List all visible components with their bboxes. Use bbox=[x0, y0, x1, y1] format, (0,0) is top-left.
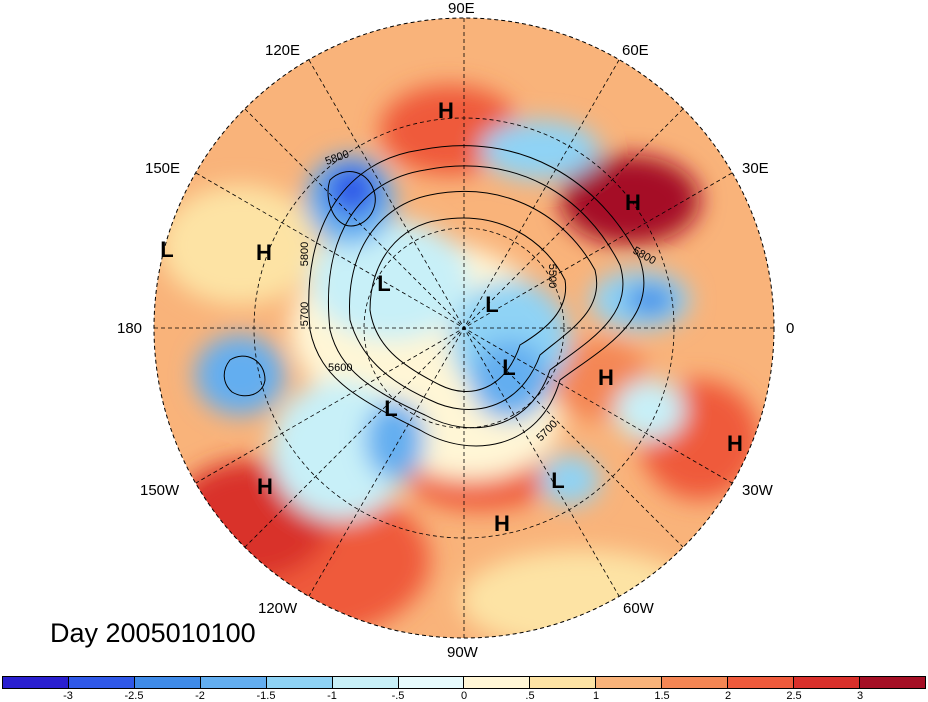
colorbar-tick-label: -3 bbox=[63, 690, 73, 702]
high-marker: H bbox=[598, 365, 614, 390]
colorbar-segment bbox=[398, 677, 465, 688]
high-marker: H bbox=[494, 511, 510, 536]
low-marker: L bbox=[551, 468, 565, 493]
high-marker: H bbox=[256, 240, 272, 265]
anomaly-field bbox=[154, 18, 774, 638]
colorbar-segment bbox=[134, 677, 201, 688]
colorbar-tick-label: -.5 bbox=[391, 690, 405, 702]
colorbar-tick-label: 0 bbox=[460, 690, 468, 702]
colorbar-segment bbox=[596, 677, 663, 688]
lon-label-60w: 60W bbox=[623, 600, 654, 617]
colorbar-tick-label: -1 bbox=[327, 690, 337, 702]
colorbar-segment bbox=[200, 677, 267, 688]
lon-label-120w: 120W bbox=[258, 600, 298, 617]
low-marker: L bbox=[377, 271, 391, 296]
lon-label-90w: 90W bbox=[447, 644, 478, 661]
lon-label-0: 0 bbox=[786, 320, 795, 337]
high-marker: H bbox=[438, 98, 454, 123]
contour-label: 5500 bbox=[546, 263, 559, 289]
lon-label-120e: 120E bbox=[265, 42, 301, 59]
colorbar-segment bbox=[3, 677, 69, 688]
colorbar-segment bbox=[530, 677, 597, 688]
colorbar-segment bbox=[68, 677, 135, 688]
colorbar bbox=[2, 676, 926, 689]
lon-label-30e: 30E bbox=[742, 160, 769, 177]
lon-label-90e: 90E bbox=[448, 0, 475, 17]
colorbar-tick-label: -2 bbox=[195, 690, 205, 702]
low-marker: L bbox=[160, 237, 174, 262]
high-marker: H bbox=[727, 431, 743, 456]
colorbar-segment bbox=[728, 677, 795, 688]
colorbar-segment bbox=[662, 677, 729, 688]
lon-label-150w: 150W bbox=[140, 482, 180, 499]
colorbar-tick-label: 3 bbox=[856, 690, 864, 702]
contour-label: 5600 bbox=[328, 362, 353, 374]
page-title: Day 2005010100 bbox=[50, 618, 256, 648]
lon-label-60e: 60E bbox=[622, 42, 649, 59]
colorbar-segment bbox=[859, 677, 925, 688]
low-marker: L bbox=[485, 292, 499, 317]
colorbar-tick-label: 1 bbox=[592, 690, 600, 702]
lon-label-180: 180 bbox=[117, 320, 143, 337]
low-marker: L bbox=[502, 355, 516, 380]
colorbar-segment bbox=[332, 677, 399, 688]
colorbar-segment bbox=[794, 677, 860, 688]
colorbar-tick-label: -2.5 bbox=[124, 690, 144, 702]
map-boundary bbox=[153, 17, 775, 639]
contour-label: 5800 bbox=[299, 241, 312, 267]
height-contours bbox=[223, 145, 645, 447]
colorbar-tick-label: 1.5 bbox=[654, 690, 670, 702]
lon-label-30w: 30W bbox=[742, 482, 773, 499]
high-marker: H bbox=[625, 190, 641, 215]
colorbar-tick-label: 2 bbox=[724, 690, 732, 702]
low-marker: L bbox=[384, 396, 398, 421]
colorbar-tick-label: .5 bbox=[525, 690, 535, 702]
contour-label: 5700 bbox=[299, 301, 312, 327]
colorbar-segment bbox=[464, 677, 531, 688]
graticule bbox=[154, 18, 774, 638]
high-marker: H bbox=[257, 474, 273, 499]
colorbar-segment bbox=[266, 677, 333, 688]
colorbar-tick-label: -1.5 bbox=[256, 690, 276, 702]
lon-label-150e: 150E bbox=[145, 160, 181, 177]
polar-stereographic-map bbox=[153, 17, 775, 639]
colorbar-tick-label: 2.5 bbox=[786, 690, 802, 702]
